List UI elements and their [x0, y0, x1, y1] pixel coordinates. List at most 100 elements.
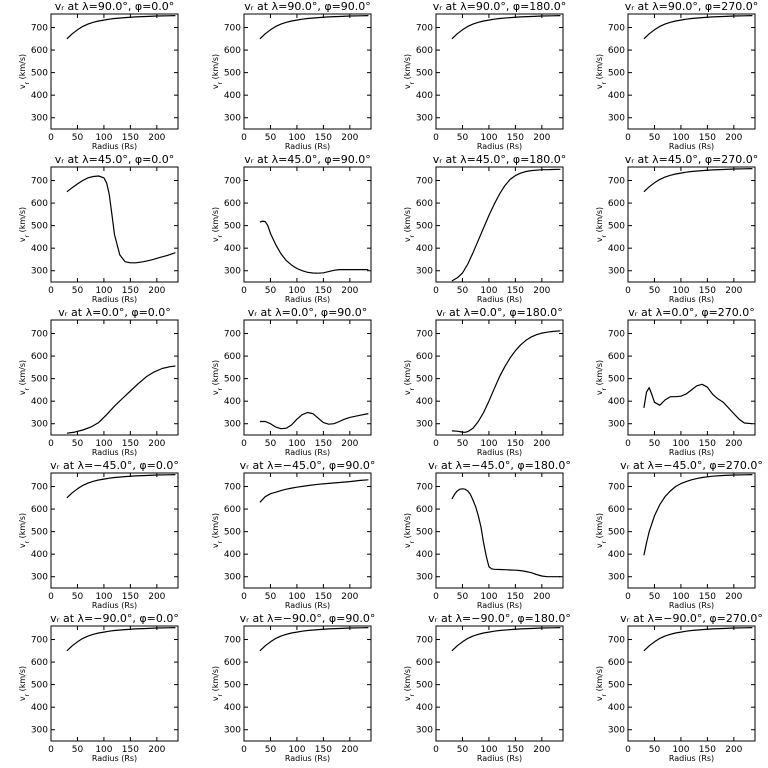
series-line [643, 383, 753, 425]
y-tick-label: 400 [608, 244, 625, 254]
x-tick-label: 200 [341, 439, 358, 449]
plot-frame [435, 13, 564, 130]
y-tick-label: 700 [224, 24, 241, 34]
plot-frame [50, 319, 179, 436]
x-axis-label: Radius (Rs) [477, 448, 522, 457]
y-tick-label: 700 [416, 636, 433, 646]
series-line [451, 330, 561, 433]
y-tick-label: 500 [416, 528, 433, 538]
x-tick-label: 150 [315, 286, 332, 296]
y-axis-label: vr (km/s) [211, 54, 224, 89]
y-tick-label: 300 [608, 267, 625, 277]
y-tick-label: 400 [416, 397, 433, 407]
series-line [66, 627, 176, 652]
y-tick-label: 700 [224, 636, 241, 646]
series-line [451, 488, 561, 578]
panel-title: vᵣ at λ=0.0°, φ=270.0° [628, 306, 755, 319]
y-tick-label: 500 [416, 375, 433, 385]
x-tick-label: 200 [533, 286, 550, 296]
x-tick-label: 200 [725, 439, 742, 449]
x-axis-label: Radius (Rs) [92, 448, 137, 457]
x-tick-label: 50 [649, 286, 661, 296]
plot-frame [435, 472, 564, 589]
panel-title: vᵣ at λ=90.0°, φ=270.0° [625, 0, 759, 13]
x-tick-label: 150 [507, 592, 524, 602]
x-tick-label: 50 [72, 286, 84, 296]
x-tick-label: 0 [241, 592, 247, 602]
panel-title: vᵣ at λ=90.0°, φ=0.0° [55, 0, 175, 13]
x-tick-label: 150 [122, 439, 139, 449]
x-tick-label: 50 [457, 745, 469, 755]
plot-frame [435, 319, 564, 436]
y-tick-label: 600 [416, 352, 433, 362]
y-tick-label: 300 [416, 726, 433, 736]
y-tick-label: 500 [224, 528, 241, 538]
series-line [66, 175, 176, 264]
y-tick-label: 700 [608, 330, 625, 340]
y-tick-label: 300 [608, 420, 625, 430]
series-line [259, 627, 369, 652]
y-tick-label: 700 [31, 330, 48, 340]
y-tick-label: 600 [31, 505, 48, 515]
x-tick-label: 0 [48, 286, 54, 296]
panel: vᵣ at λ=−45.0°, φ=180.0° 0 50 100 150 200 300 4… [403, 459, 571, 610]
y-tick-label: 300 [31, 420, 48, 430]
y-tick-label: 500 [31, 222, 48, 232]
y-tick-label: 400 [31, 91, 48, 101]
x-tick-label: 200 [725, 745, 742, 755]
y-tick-label: 700 [31, 177, 48, 187]
panel-title: vᵣ at λ=−45.0°, φ=180.0° [428, 459, 571, 472]
y-axis-label: vr (km/s) [595, 360, 608, 395]
x-tick-label: 0 [625, 592, 631, 602]
series-line [259, 15, 369, 40]
x-axis-label: Radius (Rs) [92, 601, 137, 610]
x-tick-label: 100 [480, 286, 497, 296]
y-axis-label: vr (km/s) [211, 360, 224, 395]
plot-frame [627, 166, 756, 283]
panel-title: vᵣ at λ=45.0°, φ=90.0° [244, 153, 371, 166]
panel-title: vᵣ at λ=45.0°, φ=180.0° [433, 153, 567, 166]
y-tick-label: 400 [224, 550, 241, 560]
x-tick-label: 0 [433, 592, 439, 602]
x-tick-label: 50 [72, 439, 84, 449]
y-tick-label: 700 [31, 483, 48, 493]
x-tick-label: 150 [699, 133, 716, 143]
x-tick-label: 150 [122, 133, 139, 143]
x-tick-label: 150 [699, 439, 716, 449]
y-tick-label: 600 [608, 352, 625, 362]
y-tick-label: 300 [608, 114, 625, 124]
y-tick-label: 300 [31, 726, 48, 736]
plot-frame [50, 166, 179, 283]
x-tick-label: 100 [95, 286, 112, 296]
y-tick-label: 600 [31, 46, 48, 56]
x-tick-label: 50 [649, 592, 661, 602]
panel-title: vᵣ at λ=90.0°, φ=180.0° [433, 0, 567, 13]
x-tick-label: 200 [533, 592, 550, 602]
y-tick-label: 600 [416, 199, 433, 209]
series-line [451, 168, 561, 282]
x-axis-label: Radius (Rs) [477, 295, 522, 304]
panel: vᵣ at λ=0.0°, φ=0.0° 0 50 100 150 200 300 400 50… [18, 306, 179, 457]
x-tick-label: 50 [457, 592, 469, 602]
y-axis-label: vr (km/s) [595, 513, 608, 548]
y-tick-label: 600 [224, 199, 241, 209]
y-tick-label: 700 [31, 636, 48, 646]
y-tick-label: 400 [608, 703, 625, 713]
x-axis-label: Radius (Rs) [669, 754, 714, 763]
y-tick-label: 300 [416, 573, 433, 583]
x-tick-label: 150 [507, 439, 524, 449]
x-tick-label: 150 [699, 745, 716, 755]
y-tick-label: 700 [608, 177, 625, 187]
y-tick-label: 500 [608, 375, 625, 385]
x-tick-label: 50 [265, 592, 277, 602]
y-axis-label: vr (km/s) [211, 207, 224, 242]
y-tick-label: 400 [416, 244, 433, 254]
panel: vᵣ at λ=90.0°, φ=0.0° 0 50 100 150 200 300 400 5… [18, 0, 179, 151]
y-tick-label: 300 [608, 726, 625, 736]
panel-title: vᵣ at λ=−90.0°, φ=0.0° [50, 612, 179, 625]
x-tick-label: 100 [480, 133, 497, 143]
panel: vᵣ at λ=0.0°, φ=270.0° 0 50 100 150 200 300 400… [595, 306, 756, 457]
plot-frame [243, 166, 372, 283]
y-tick-label: 600 [416, 658, 433, 668]
